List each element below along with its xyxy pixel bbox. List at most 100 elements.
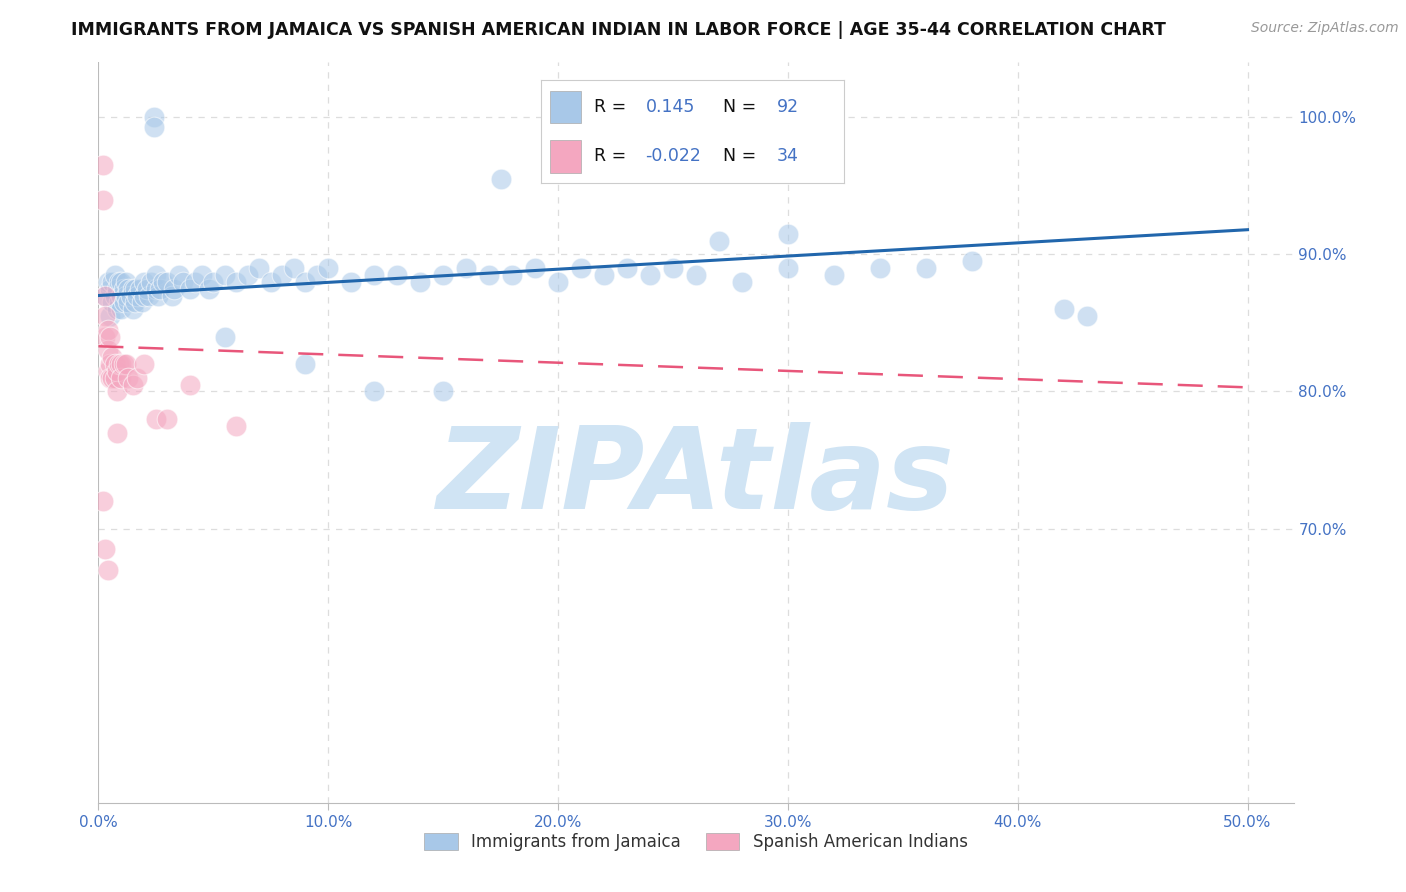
Point bbox=[115, 357, 138, 371]
Text: R =: R = bbox=[595, 147, 627, 165]
Text: Source: ZipAtlas.com: Source: ZipAtlas.com bbox=[1251, 21, 1399, 35]
Point bbox=[225, 275, 247, 289]
Point bbox=[707, 234, 730, 248]
Point bbox=[98, 282, 121, 296]
Point bbox=[97, 364, 120, 378]
Point bbox=[731, 275, 754, 289]
Point bbox=[115, 288, 138, 302]
Point bbox=[152, 275, 174, 289]
Point bbox=[134, 288, 156, 302]
Point bbox=[179, 377, 201, 392]
Point bbox=[108, 357, 131, 371]
Point bbox=[94, 288, 117, 302]
Point bbox=[138, 288, 160, 302]
Point bbox=[294, 357, 316, 371]
Point bbox=[97, 323, 120, 337]
Point bbox=[489, 172, 512, 186]
FancyBboxPatch shape bbox=[550, 140, 581, 173]
Text: -0.022: -0.022 bbox=[645, 147, 702, 165]
Point bbox=[94, 309, 117, 323]
Point bbox=[271, 268, 294, 282]
Point bbox=[184, 275, 207, 289]
Point bbox=[914, 261, 936, 276]
Point bbox=[547, 275, 569, 289]
Point bbox=[110, 357, 132, 371]
Point bbox=[283, 261, 305, 276]
Text: R =: R = bbox=[595, 98, 627, 116]
Point bbox=[101, 350, 124, 364]
Point bbox=[1053, 302, 1076, 317]
Point bbox=[124, 295, 146, 310]
Point bbox=[172, 275, 194, 289]
Point bbox=[501, 268, 523, 282]
Point bbox=[134, 275, 156, 289]
Point bbox=[117, 371, 139, 385]
Point bbox=[128, 282, 150, 296]
Point bbox=[94, 542, 117, 557]
Point bbox=[363, 268, 385, 282]
Point bbox=[103, 288, 125, 302]
Point bbox=[160, 288, 183, 302]
Point bbox=[98, 309, 121, 323]
Point bbox=[97, 563, 120, 577]
Point bbox=[294, 275, 316, 289]
Point bbox=[110, 302, 132, 317]
Point bbox=[685, 268, 707, 282]
Point bbox=[156, 412, 179, 426]
Point bbox=[236, 268, 259, 282]
Point bbox=[247, 261, 270, 276]
Point bbox=[148, 288, 170, 302]
Point bbox=[305, 268, 328, 282]
Point bbox=[156, 275, 179, 289]
Point bbox=[202, 275, 225, 289]
Text: 34: 34 bbox=[778, 147, 799, 165]
Point bbox=[145, 282, 167, 296]
Point bbox=[149, 282, 172, 296]
Text: N =: N = bbox=[723, 98, 756, 116]
Point bbox=[105, 302, 128, 317]
Point bbox=[163, 282, 186, 296]
FancyBboxPatch shape bbox=[550, 91, 581, 123]
Point bbox=[112, 357, 135, 371]
Point bbox=[141, 275, 163, 289]
Point bbox=[103, 371, 125, 385]
Point bbox=[1076, 309, 1098, 323]
Text: IMMIGRANTS FROM JAMAICA VS SPANISH AMERICAN INDIAN IN LABOR FORCE | AGE 35-44 CO: IMMIGRANTS FROM JAMAICA VS SPANISH AMERI… bbox=[72, 21, 1166, 38]
Point bbox=[120, 288, 142, 302]
Point bbox=[214, 268, 236, 282]
Point bbox=[662, 261, 685, 276]
Point bbox=[108, 295, 131, 310]
Point bbox=[108, 275, 131, 289]
Point bbox=[98, 357, 121, 371]
Point bbox=[94, 329, 117, 343]
Point bbox=[409, 275, 432, 289]
Point bbox=[97, 343, 120, 358]
Point bbox=[340, 275, 363, 289]
Point bbox=[105, 364, 128, 378]
Point bbox=[122, 302, 145, 317]
Point bbox=[91, 193, 114, 207]
Point bbox=[385, 268, 409, 282]
Point bbox=[112, 282, 135, 296]
Point bbox=[456, 261, 478, 276]
Point bbox=[478, 268, 501, 282]
Text: N =: N = bbox=[723, 147, 756, 165]
Legend: Immigrants from Jamaica, Spanish American Indians: Immigrants from Jamaica, Spanish America… bbox=[418, 826, 974, 857]
Point bbox=[127, 371, 149, 385]
Point bbox=[214, 329, 236, 343]
Point bbox=[105, 384, 128, 399]
Point bbox=[197, 282, 219, 296]
Point bbox=[103, 268, 125, 282]
Point bbox=[103, 357, 125, 371]
Point bbox=[134, 357, 156, 371]
Point bbox=[117, 295, 139, 310]
Point bbox=[616, 261, 638, 276]
Point bbox=[593, 268, 616, 282]
Point bbox=[97, 275, 120, 289]
Text: ZIPAtlas: ZIPAtlas bbox=[437, 422, 955, 533]
Point bbox=[145, 268, 167, 282]
Point bbox=[135, 282, 157, 296]
Point bbox=[131, 295, 153, 310]
Point bbox=[122, 282, 145, 296]
Point bbox=[110, 275, 132, 289]
